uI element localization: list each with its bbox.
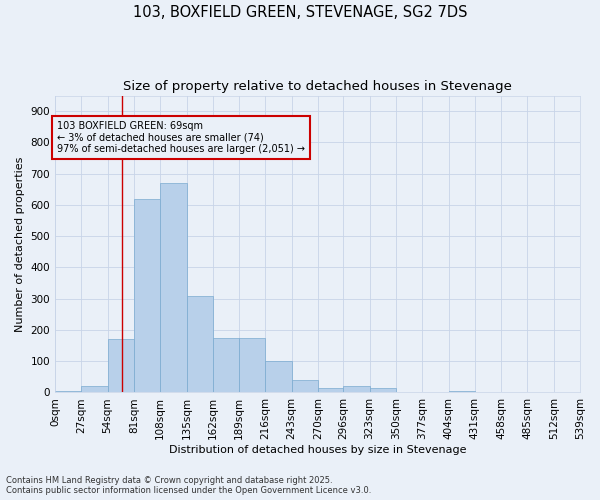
Title: Size of property relative to detached houses in Stevenage: Size of property relative to detached ho… xyxy=(123,80,512,93)
Bar xyxy=(187,296,213,392)
Text: 103, BOXFIELD GREEN, STEVENAGE, SG2 7DS: 103, BOXFIELD GREEN, STEVENAGE, SG2 7DS xyxy=(133,5,467,20)
Bar xyxy=(370,388,396,392)
Bar xyxy=(292,380,318,392)
Bar xyxy=(213,338,239,392)
Bar xyxy=(239,338,265,392)
Bar xyxy=(343,386,370,392)
Bar xyxy=(55,391,82,392)
Bar xyxy=(134,198,160,392)
Bar xyxy=(160,183,187,392)
Bar xyxy=(265,361,292,392)
X-axis label: Distribution of detached houses by size in Stevenage: Distribution of detached houses by size … xyxy=(169,445,466,455)
Bar xyxy=(449,391,475,392)
Y-axis label: Number of detached properties: Number of detached properties xyxy=(15,156,25,332)
Bar xyxy=(82,386,107,392)
Bar xyxy=(318,388,343,392)
Text: 103 BOXFIELD GREEN: 69sqm
← 3% of detached houses are smaller (74)
97% of semi-d: 103 BOXFIELD GREEN: 69sqm ← 3% of detach… xyxy=(57,120,305,154)
Bar xyxy=(107,340,134,392)
Text: Contains HM Land Registry data © Crown copyright and database right 2025.
Contai: Contains HM Land Registry data © Crown c… xyxy=(6,476,371,495)
